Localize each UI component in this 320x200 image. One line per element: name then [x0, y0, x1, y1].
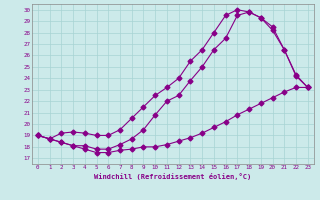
X-axis label: Windchill (Refroidissement éolien,°C): Windchill (Refroidissement éolien,°C) — [94, 173, 252, 180]
